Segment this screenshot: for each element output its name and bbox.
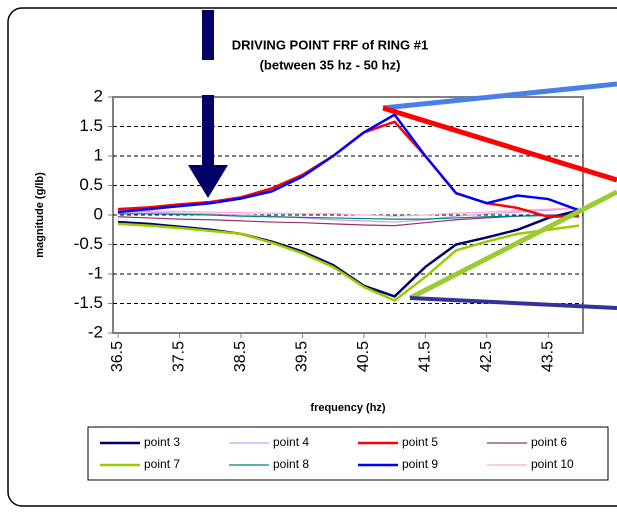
lines: [117, 113, 580, 302]
x-tick-label: 43.5: [539, 341, 556, 372]
series-line: [118, 207, 580, 223]
x-tick-label: 40.5: [355, 341, 372, 372]
arrow-shaft: [202, 95, 214, 165]
callout-line: [382, 105, 617, 183]
y-tick-label: -1.5: [74, 293, 103, 312]
x-axis-label: frequency (hz): [310, 402, 386, 414]
x-tick-label: 42.5: [478, 341, 495, 372]
y-tick-label: -2: [88, 322, 103, 341]
y-axis-label: magnitude (g/lb): [34, 172, 46, 258]
legend-label: point 10: [531, 457, 574, 471]
arrow: [188, 10, 228, 198]
chart-subtitle: (between 35 hz - 50 hz): [260, 57, 401, 72]
callout-line: [409, 296, 617, 310]
y-tick-label: 0: [94, 204, 103, 223]
x-tick-label: 37.5: [171, 341, 188, 372]
y-tick-label: -1: [88, 263, 103, 282]
legend-label: point 3: [144, 435, 180, 449]
arrow-shaft: [202, 10, 214, 60]
series-line: [117, 207, 580, 217]
legend-label: point 4: [273, 435, 309, 449]
y-tick-label: 1.5: [79, 116, 103, 135]
x-tick-label: 38.5: [232, 341, 249, 372]
callout-line: [408, 189, 617, 301]
legend-label: point 9: [402, 457, 438, 471]
y-tick-label: -0.5: [74, 234, 103, 253]
x-tick-label: 41.5: [417, 341, 434, 372]
series-line: [117, 222, 580, 302]
legend-items: point 3 point 4 point 5 point 6 point 7 point…: [100, 435, 574, 471]
arrow-head: [188, 165, 228, 198]
legend-label: point 5: [402, 435, 438, 449]
x-tick-label: 39.5: [294, 341, 311, 372]
legend-label: point 6: [531, 435, 567, 449]
y-tick-label: 1: [94, 145, 103, 164]
callout-line: [382, 81, 617, 111]
series-line: [118, 213, 580, 220]
legend-label: point 8: [273, 457, 309, 471]
legend-label: point 7: [144, 457, 180, 471]
x-tick-label: 36.5: [109, 341, 126, 372]
series-line: [117, 113, 580, 214]
y-tick-label: 2: [94, 86, 103, 105]
y-tick-label: 0.5: [79, 175, 103, 194]
chart-title: DRIVING POINT FRF of RING #1: [232, 37, 428, 52]
legend: [87, 426, 609, 481]
